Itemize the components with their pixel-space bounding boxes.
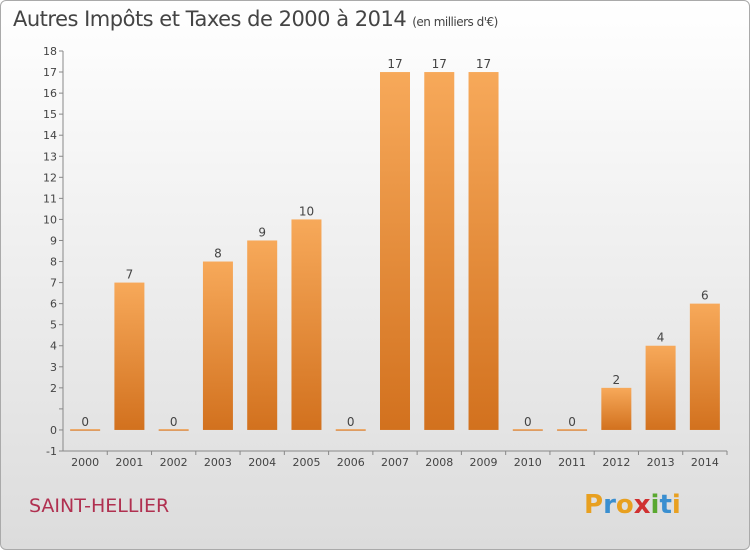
y-tick-label: 12 (43, 171, 57, 184)
y-tick-label: 8 (50, 256, 57, 269)
logo-letter: r (603, 490, 616, 520)
bar (247, 240, 278, 430)
y-tick-label: 17 (43, 66, 57, 79)
bar (380, 72, 410, 430)
bar (512, 429, 543, 431)
bar (291, 219, 322, 430)
logo-letter: x (633, 490, 651, 520)
bar (114, 282, 145, 430)
y-tick-label: 7 (50, 277, 57, 290)
data-label: 9 (258, 225, 266, 239)
y-tick-label: 0 (50, 424, 57, 437)
bar (557, 429, 588, 431)
bar (70, 429, 101, 431)
chart-title-text: Autres Impôts et Taxes de 2000 à 2014 (13, 7, 407, 31)
x-tick-label: 2006 (337, 456, 365, 469)
chart-unit: (en milliers d'€) (412, 15, 498, 29)
data-label: 6 (701, 289, 709, 303)
data-label: 8 (214, 247, 222, 261)
x-tick-label: 2001 (115, 456, 143, 469)
y-tick-label: 6 (50, 298, 57, 311)
x-tick-label: 2011 (558, 456, 586, 469)
y-tick-label: 3 (50, 361, 57, 374)
y-tick-label: 5 (50, 319, 57, 332)
x-tick-label: 2012 (602, 456, 630, 469)
y-tick-label: 16 (43, 87, 57, 100)
bar (645, 345, 676, 430)
data-label: 7 (126, 268, 134, 282)
x-tick-label: 2004 (248, 456, 276, 469)
x-tick-label: 2014 (691, 456, 719, 469)
y-tick-label: 9 (50, 234, 57, 247)
bar (158, 429, 189, 431)
x-tick-label: 2010 (514, 456, 542, 469)
y-tick-label: 4 (50, 340, 57, 353)
y-tick-label: 13 (43, 150, 57, 163)
x-tick-label: 2009 (470, 456, 498, 469)
logo-letter: t (659, 490, 672, 520)
logo-letter: P (584, 490, 604, 520)
x-tick-label: 2002 (160, 456, 188, 469)
y-tick-label: 18 (43, 45, 57, 58)
data-label: 4 (657, 331, 665, 345)
data-label: 2 (613, 373, 621, 387)
bar (601, 387, 632, 430)
y-tick-label: 14 (43, 129, 57, 142)
bar (468, 72, 499, 430)
bar (335, 429, 366, 431)
bar (689, 303, 720, 430)
place-name: SAINT-HELLIER (29, 495, 170, 517)
data-label: 17 (387, 57, 402, 71)
y-tick-label: -1 (46, 445, 57, 458)
data-label: 0 (524, 415, 532, 429)
data-label: 10 (299, 204, 314, 218)
x-tick-label: 2005 (292, 456, 320, 469)
data-label: 0 (170, 415, 178, 429)
bars-group: 0 7 0 8 9 10 0 17 17 17 0 0 2 4 6 (70, 57, 720, 431)
proxiti-logo: Proxiti (584, 490, 681, 520)
data-label: 0 (347, 415, 355, 429)
x-tick-label: 2008 (425, 456, 453, 469)
data-label: 0 (568, 415, 576, 429)
logo-letter: i (671, 490, 681, 520)
y-tick-label: 2 (50, 382, 57, 395)
y-tick-label: 15 (43, 108, 57, 121)
x-tick-label: 2003 (204, 456, 232, 469)
x-tick-label: 2013 (647, 456, 675, 469)
y-tick-label: 11 (43, 192, 57, 205)
y-tick-label: 10 (43, 213, 57, 226)
data-label: 17 (432, 57, 447, 71)
logo-letter: o (615, 490, 634, 520)
chart-title: Autres Impôts et Taxes de 2000 à 2014 (en… (13, 7, 498, 31)
x-tick-label: 2000 (71, 456, 99, 469)
logo-letter: i (650, 490, 660, 520)
data-label: 0 (81, 415, 89, 429)
bar (424, 72, 455, 430)
bar (202, 261, 233, 430)
data-label: 17 (476, 57, 491, 71)
x-tick-label: 2007 (381, 456, 409, 469)
